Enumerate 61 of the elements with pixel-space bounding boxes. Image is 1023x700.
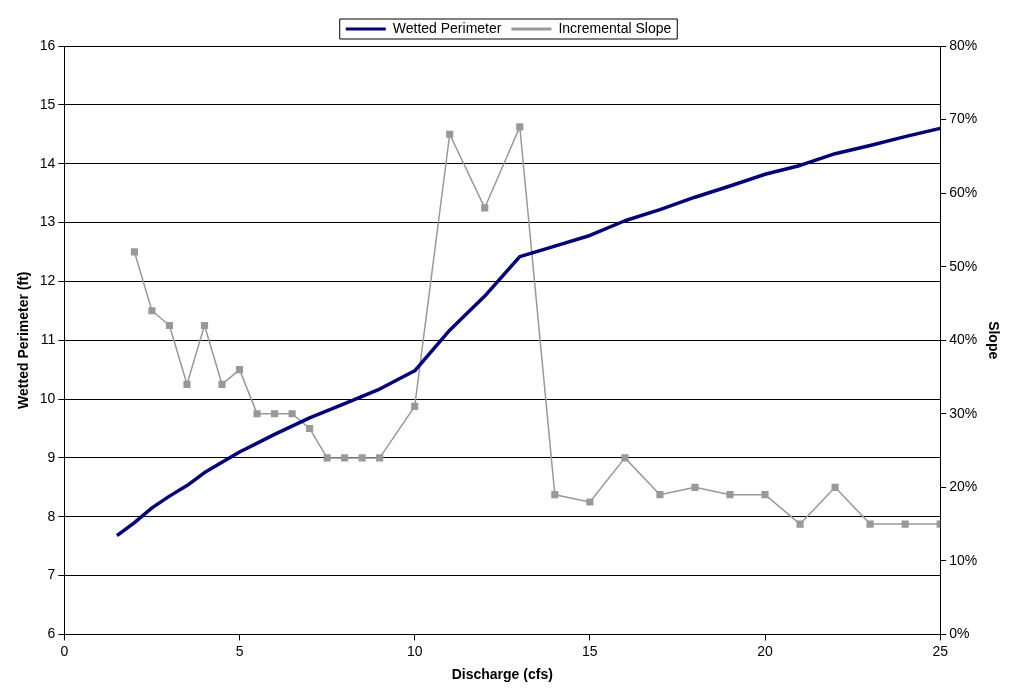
x-tick-label: 20 xyxy=(757,642,774,659)
y-tick-label: 12 xyxy=(39,272,56,289)
point xyxy=(656,491,664,499)
point xyxy=(411,402,419,410)
point xyxy=(621,454,629,462)
y-tick-label: 10 xyxy=(39,389,56,406)
x-axis-title: Discharge (cfs) xyxy=(451,666,553,683)
point xyxy=(130,248,139,256)
x-tick-label: 0 xyxy=(60,642,69,659)
x-tick-label: 5 xyxy=(235,642,244,659)
legend-label: Incremental Slope xyxy=(558,19,672,36)
y-tick-label: 15 xyxy=(39,95,56,112)
point xyxy=(586,498,594,506)
point xyxy=(306,424,314,433)
y-tick-label: 13 xyxy=(39,213,56,230)
y-tick-label: 14 xyxy=(39,154,56,171)
y-tick-label: 16 xyxy=(39,36,56,53)
y2-axis-title: Slope xyxy=(985,321,1002,360)
point xyxy=(691,483,699,491)
point xyxy=(796,520,804,528)
y2-tick-label: 20% xyxy=(949,478,978,495)
point xyxy=(323,454,331,462)
point xyxy=(831,483,839,491)
x-tick-label: 25 xyxy=(932,642,949,659)
y-tick-label: 7 xyxy=(47,566,56,583)
point xyxy=(446,130,454,138)
y-tick-label: 9 xyxy=(47,448,56,465)
point xyxy=(901,520,909,528)
point xyxy=(288,410,296,418)
point xyxy=(270,410,279,418)
legend-label: Wetted Perimeter xyxy=(392,19,502,36)
point xyxy=(726,491,734,499)
point xyxy=(218,380,226,388)
y2-tick-label: 30% xyxy=(949,404,978,421)
y-tick-label: 6 xyxy=(47,625,56,642)
point xyxy=(358,454,366,462)
point xyxy=(253,410,261,418)
y2-tick-label: 0% xyxy=(949,625,970,642)
point xyxy=(761,491,769,499)
y2-tick-label: 80% xyxy=(949,36,978,53)
point xyxy=(481,204,489,212)
x-tick-label: 15 xyxy=(582,642,598,659)
point xyxy=(866,520,874,528)
x-tick-label: 10 xyxy=(406,642,423,659)
y-tick-label: 11 xyxy=(40,331,56,348)
point xyxy=(183,380,191,388)
point xyxy=(235,366,244,374)
point xyxy=(200,321,209,330)
point xyxy=(148,307,156,315)
point xyxy=(551,491,559,499)
point xyxy=(165,321,174,330)
point xyxy=(516,123,524,131)
y2-tick-label: 50% xyxy=(949,257,978,274)
y2-tick-label: 70% xyxy=(949,110,978,127)
y-axis-title: Wetted Perimeter (ft) xyxy=(15,271,32,409)
y2-tick-label: 60% xyxy=(949,183,978,200)
y2-tick-label: 40% xyxy=(949,331,978,348)
point xyxy=(376,454,384,462)
y-tick-label: 8 xyxy=(47,507,56,524)
point xyxy=(341,454,349,462)
y2-tick-label: 10% xyxy=(949,551,978,568)
